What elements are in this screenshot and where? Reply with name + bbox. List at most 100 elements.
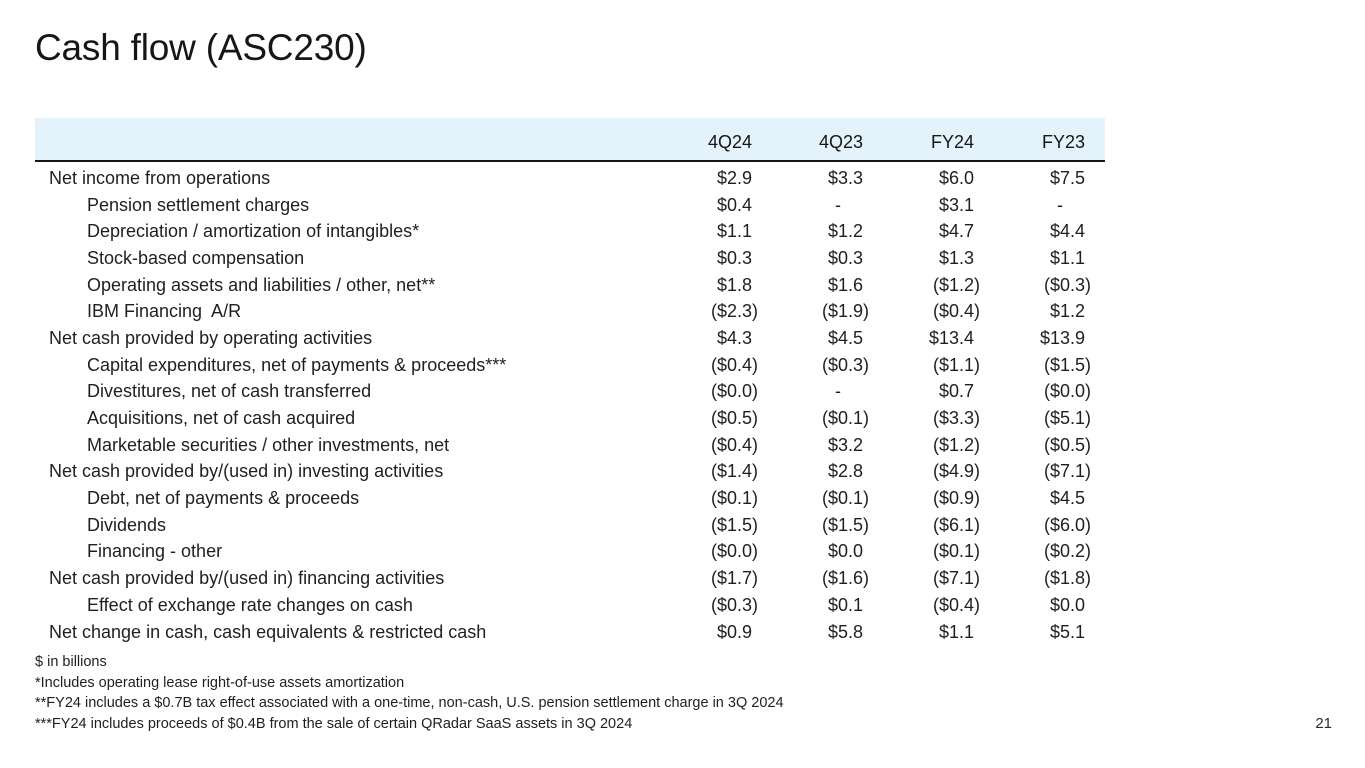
- value-4q23: $1.2: [827, 221, 863, 242]
- value-4q24: ($1.5): [710, 514, 758, 535]
- value-4q24: $2.9: [716, 167, 752, 188]
- value-fy24: ($0.1): [932, 541, 980, 562]
- value-fy23: $1.2: [1049, 301, 1085, 322]
- page-number: 21: [1315, 715, 1332, 732]
- value-4q23: $5.8: [827, 621, 863, 642]
- table-row: Depreciation / amortization of intangibl…: [35, 218, 1105, 245]
- value-4q23: $3.2: [827, 434, 863, 455]
- table-row: Net cash provided by/(used in) financing…: [35, 565, 1105, 592]
- value-fy24: $4.7: [938, 221, 974, 242]
- value-4q23: ($0.1): [821, 488, 869, 509]
- value-4q23: -: [835, 194, 841, 215]
- table-row: Net cash provided by/(used in) investing…: [35, 459, 1105, 486]
- row-label: Net cash provided by/(used in) financing…: [49, 568, 445, 589]
- footnote-line: ***FY24 includes proceeds of $0.4B from …: [35, 715, 633, 732]
- value-fy23: $4.5: [1049, 488, 1085, 509]
- value-4q24: ($2.3): [710, 301, 758, 322]
- value-4q24: $1.1: [716, 221, 752, 242]
- table-row: IBM Financing A/R ($2.3) ($1.9) ($0.4) $…: [35, 298, 1105, 325]
- value-fy24: $1.1: [938, 621, 974, 642]
- row-label: Operating assets and liabilities / other…: [87, 274, 436, 295]
- row-label: Acquisitions, net of cash acquired: [87, 408, 356, 429]
- value-fy23: ($7.1): [1043, 461, 1091, 482]
- row-label: Divestitures, net of cash transferred: [87, 381, 372, 402]
- value-4q24: $1.8: [716, 274, 752, 295]
- row-label: Marketable securities / other investment…: [87, 434, 450, 455]
- value-4q23: $4.5: [827, 327, 863, 348]
- table-row: Net change in cash, cash equivalents & r…: [35, 619, 1105, 646]
- table-row: Capital expenditures, net of payments & …: [35, 352, 1105, 379]
- row-label: Debt, net of payments & proceeds: [87, 488, 360, 509]
- value-fy23: ($1.8): [1043, 568, 1091, 589]
- value-fy23: $7.5: [1049, 167, 1085, 188]
- value-4q24: $4.3: [716, 327, 752, 348]
- value-fy23: ($0.5): [1043, 434, 1091, 455]
- row-label: Net income from operations: [49, 167, 271, 188]
- value-fy23: ($5.1): [1043, 408, 1091, 429]
- value-4q23: ($1.9): [821, 301, 869, 322]
- table-row: Pension settlement charges $0.4 - $3.1 -: [35, 192, 1105, 219]
- value-4q23: ($1.6): [821, 568, 869, 589]
- table-body: Net income from operations $2.9 $3.3 $6.…: [35, 165, 1105, 645]
- value-fy23: -: [1057, 194, 1063, 215]
- page-title: Cash flow (ASC230): [35, 27, 367, 68]
- table-row: Operating assets and liabilities / other…: [35, 272, 1105, 299]
- value-4q24: $0.3: [716, 247, 752, 268]
- value-fy24: ($1.2): [932, 274, 980, 295]
- column-header-4q24: 4Q24: [707, 132, 752, 152]
- value-fy23: $5.1: [1049, 621, 1085, 642]
- value-fy23: ($1.5): [1043, 354, 1091, 375]
- value-fy24: ($6.1): [932, 514, 980, 535]
- table-row: Divestitures, net of cash transferred ($…: [35, 379, 1105, 406]
- value-4q24: ($0.0): [710, 541, 758, 562]
- table-row: Financing - other ($0.0) $0.0 ($0.1) ($0…: [35, 539, 1105, 566]
- value-fy24: ($0.4): [932, 301, 980, 322]
- value-fy24: ($1.2): [932, 434, 980, 455]
- table-row: Net income from operations $2.9 $3.3 $6.…: [35, 165, 1105, 192]
- row-label: Net cash provided by operating activitie…: [49, 327, 373, 348]
- value-fy24: $3.1: [938, 194, 974, 215]
- value-fy24: ($3.3): [932, 408, 980, 429]
- value-fy23: $4.4: [1049, 221, 1085, 242]
- value-4q23: $0.0: [827, 541, 863, 562]
- value-4q24: ($0.4): [710, 354, 758, 375]
- value-4q24: ($1.7): [710, 568, 758, 589]
- row-label: Dividends: [87, 514, 167, 535]
- table-row: Effect of exchange rate changes on cash …: [35, 592, 1105, 619]
- value-4q24: ($0.3): [710, 594, 758, 615]
- footnote-line: **FY24 includes a $0.7B tax effect assoc…: [35, 695, 784, 711]
- table-row: Stock-based compensation $0.3 $0.3 $1.3 …: [35, 245, 1105, 272]
- row-label: Stock-based compensation: [87, 247, 305, 268]
- row-label: Capital expenditures, net of payments & …: [87, 354, 507, 375]
- value-fy24: ($0.4): [932, 594, 980, 615]
- value-fy24: $13.4: [928, 327, 974, 348]
- value-fy24: ($7.1): [932, 568, 980, 589]
- value-4q23: $0.1: [827, 594, 863, 615]
- value-fy23: $0.0: [1049, 594, 1085, 615]
- footnote-line: *Includes operating lease right-of-use a…: [35, 674, 405, 691]
- value-4q24: ($0.0): [710, 381, 758, 402]
- value-fy23: $1.1: [1049, 247, 1085, 268]
- column-header-fy23: FY23: [1041, 132, 1085, 152]
- value-4q23: $3.3: [827, 167, 863, 188]
- table-header-row: 4Q24 4Q23 FY24 FY23: [35, 118, 1105, 162]
- value-fy24: ($0.9): [932, 488, 980, 509]
- value-fy24: $6.0: [938, 167, 974, 188]
- value-4q24: ($1.4): [710, 461, 758, 482]
- table-row: Net cash provided by operating activitie…: [35, 325, 1105, 352]
- value-fy23: ($0.2): [1043, 541, 1091, 562]
- value-4q24: ($0.1): [710, 488, 758, 509]
- value-fy23: ($0.3): [1043, 274, 1091, 295]
- table-row: Dividends ($1.5) ($1.5) ($6.1) ($6.0): [35, 512, 1105, 539]
- row-label: Depreciation / amortization of intangibl…: [87, 221, 420, 242]
- value-4q23: $1.6: [827, 274, 863, 295]
- row-label: Effect of exchange rate changes on cash: [87, 594, 413, 615]
- value-4q23: ($0.3): [821, 354, 869, 375]
- row-label: Net cash provided by/(used in) investing…: [49, 461, 444, 482]
- value-4q24: $0.9: [716, 621, 752, 642]
- table-row: Marketable securities / other investment…: [35, 432, 1105, 459]
- value-4q24: ($0.4): [710, 434, 758, 455]
- cashflow-table: 4Q24 4Q23 FY24 FY23 Net income from oper…: [35, 118, 1105, 645]
- table-row: Acquisitions, net of cash acquired ($0.5…: [35, 405, 1105, 432]
